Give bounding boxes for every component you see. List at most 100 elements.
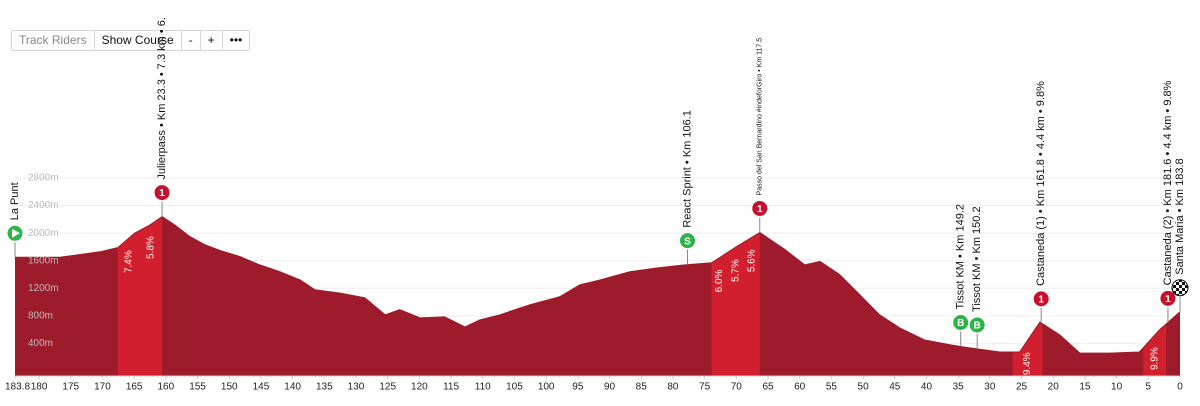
y-tick-label: 1600m — [28, 255, 59, 266]
start-arrow — [12, 228, 20, 238]
x-tick-label: 45 — [889, 382, 901, 393]
x-tick-label: 50 — [858, 382, 870, 393]
x-tick-label: 100 — [538, 382, 555, 393]
x-tick-label: 15 — [1079, 382, 1091, 393]
marker-label: Julierpass • Km 23.3 • 7.3 km • 6. — [156, 17, 168, 180]
marker-circle — [1159, 289, 1177, 307]
x-tick-label: 130 — [348, 382, 365, 393]
marker-icon: B — [952, 314, 970, 332]
marker-icon: B — [968, 316, 986, 334]
gradient-label: 5.6% — [746, 249, 757, 272]
marker-circle — [1032, 290, 1050, 308]
x-tick-label: 125 — [379, 382, 396, 393]
zoom-out-button[interactable]: - — [182, 31, 201, 50]
x-tick-label: 35 — [953, 382, 965, 393]
x-tick-label: 85 — [636, 382, 648, 393]
marker-label: Santa Maria • Km 183.8 — [1174, 158, 1186, 274]
x-tick-label: 25 — [1016, 382, 1028, 393]
gradient-label: 5.8% — [146, 236, 157, 259]
x-tick-label: 120 — [411, 382, 428, 393]
x-tick-label: 10 — [1111, 382, 1123, 393]
x-tick-label: 180 — [31, 382, 48, 393]
track-riders-button[interactable]: Track Riders — [12, 31, 95, 50]
x-tick-label: 110 — [475, 382, 491, 393]
marker-label: Tissot KM • Km 150.2 — [971, 206, 983, 312]
climb-highlight — [117, 216, 163, 376]
climb-highlight — [711, 232, 760, 376]
marker-circle — [751, 199, 769, 217]
x-tick-label: 75 — [699, 382, 711, 393]
x-tick-label: 183.8 — [5, 382, 30, 393]
gradient-label: 9.9% — [1149, 347, 1160, 370]
show-course-button[interactable]: Show Course — [95, 31, 182, 50]
marker-icon: 1 — [153, 184, 171, 202]
y-tick-label: 2800m — [28, 173, 59, 184]
toolbar: Track Riders Show Course - + ••• — [11, 30, 251, 51]
gradient-label: 7.4% — [123, 250, 134, 273]
marker-icon — [1171, 279, 1189, 297]
x-tick-label: 20 — [1048, 382, 1060, 393]
marker-badge: B — [974, 321, 981, 332]
x-tick-label: 55 — [826, 382, 838, 393]
marker-icon: 1 — [751, 199, 769, 217]
x-tick-label: 30 — [984, 382, 996, 393]
marker-badge: 1 — [159, 188, 165, 199]
marker-icon: 1 — [1032, 290, 1050, 308]
x-tick-label: 65 — [762, 382, 774, 393]
x-tick-label: 80 — [667, 382, 679, 393]
marker-badge: S — [684, 236, 691, 247]
x-tick-label: 175 — [62, 382, 79, 393]
y-tick-label: 400m — [28, 338, 53, 349]
marker-icon: S — [679, 232, 697, 250]
marker-label: Tissot KM • Km 149.2 — [955, 204, 967, 310]
x-tick-label: 165 — [126, 382, 143, 393]
x-tick-label: 105 — [506, 382, 523, 393]
more-button[interactable]: ••• — [229, 33, 243, 47]
marker-label: Castaneda (2) • Km 181.6 • 4.4 km • 9.8% — [1162, 80, 1174, 285]
marker-badge: B — [957, 318, 964, 329]
x-tick-label: 40 — [921, 382, 933, 393]
x-tick-label: 90 — [604, 382, 616, 393]
y-tick-label: 800m — [28, 310, 53, 321]
y-tick-label: 2400m — [28, 200, 59, 211]
x-tick-label: 0 — [1177, 382, 1183, 393]
climb-highlight — [1143, 323, 1167, 376]
marker-circle — [968, 316, 986, 334]
x-tick-label: 170 — [94, 382, 111, 393]
gradient-label: 9.4% — [1022, 352, 1033, 375]
marker-icon: 1 — [1159, 289, 1177, 307]
marker-circle — [679, 232, 697, 250]
zoom-in-button[interactable]: + — [201, 31, 223, 50]
gradient-label: 5.7% — [730, 259, 741, 282]
x-tick-label: 135 — [316, 382, 333, 393]
y-tick-label: 2000m — [28, 228, 59, 239]
climb-highlight — [1012, 322, 1043, 376]
x-tick-label: 150 — [221, 382, 238, 393]
x-tick-label: 70 — [731, 382, 743, 393]
x-tick-label: 5 — [1146, 382, 1152, 393]
x-tick-label: 145 — [253, 382, 270, 393]
finish-icon — [1171, 279, 1189, 297]
x-tick-label: 160 — [158, 382, 175, 393]
marker-badge: 1 — [757, 204, 763, 215]
marker-label: Passo del San Bernardino #indeforGiro • … — [757, 38, 764, 196]
marker-circle — [952, 314, 970, 332]
marker-label: Castaneda (1) • Km 161.8 • 4.4 km • 9.8% — [1035, 81, 1047, 286]
x-tick-label: 115 — [443, 382, 459, 393]
x-tick-label: 140 — [284, 382, 301, 393]
x-tick-label: 155 — [189, 382, 206, 393]
profile-line — [15, 215, 1181, 354]
profile-area — [15, 216, 1180, 376]
y-tick-label: 1200m — [28, 283, 59, 294]
marker-badge: 1 — [1165, 294, 1171, 305]
x-tick-label: 95 — [572, 382, 584, 393]
marker-badge: 1 — [1038, 295, 1044, 306]
gradient-label: 6.0% — [714, 269, 725, 292]
marker-icon — [6, 224, 24, 242]
marker-label: React Sprint • Km 106.1 — [681, 110, 693, 228]
x-tick-label: 60 — [794, 382, 806, 393]
marker-label: La Punt — [9, 182, 21, 220]
marker-circle — [153, 184, 171, 202]
